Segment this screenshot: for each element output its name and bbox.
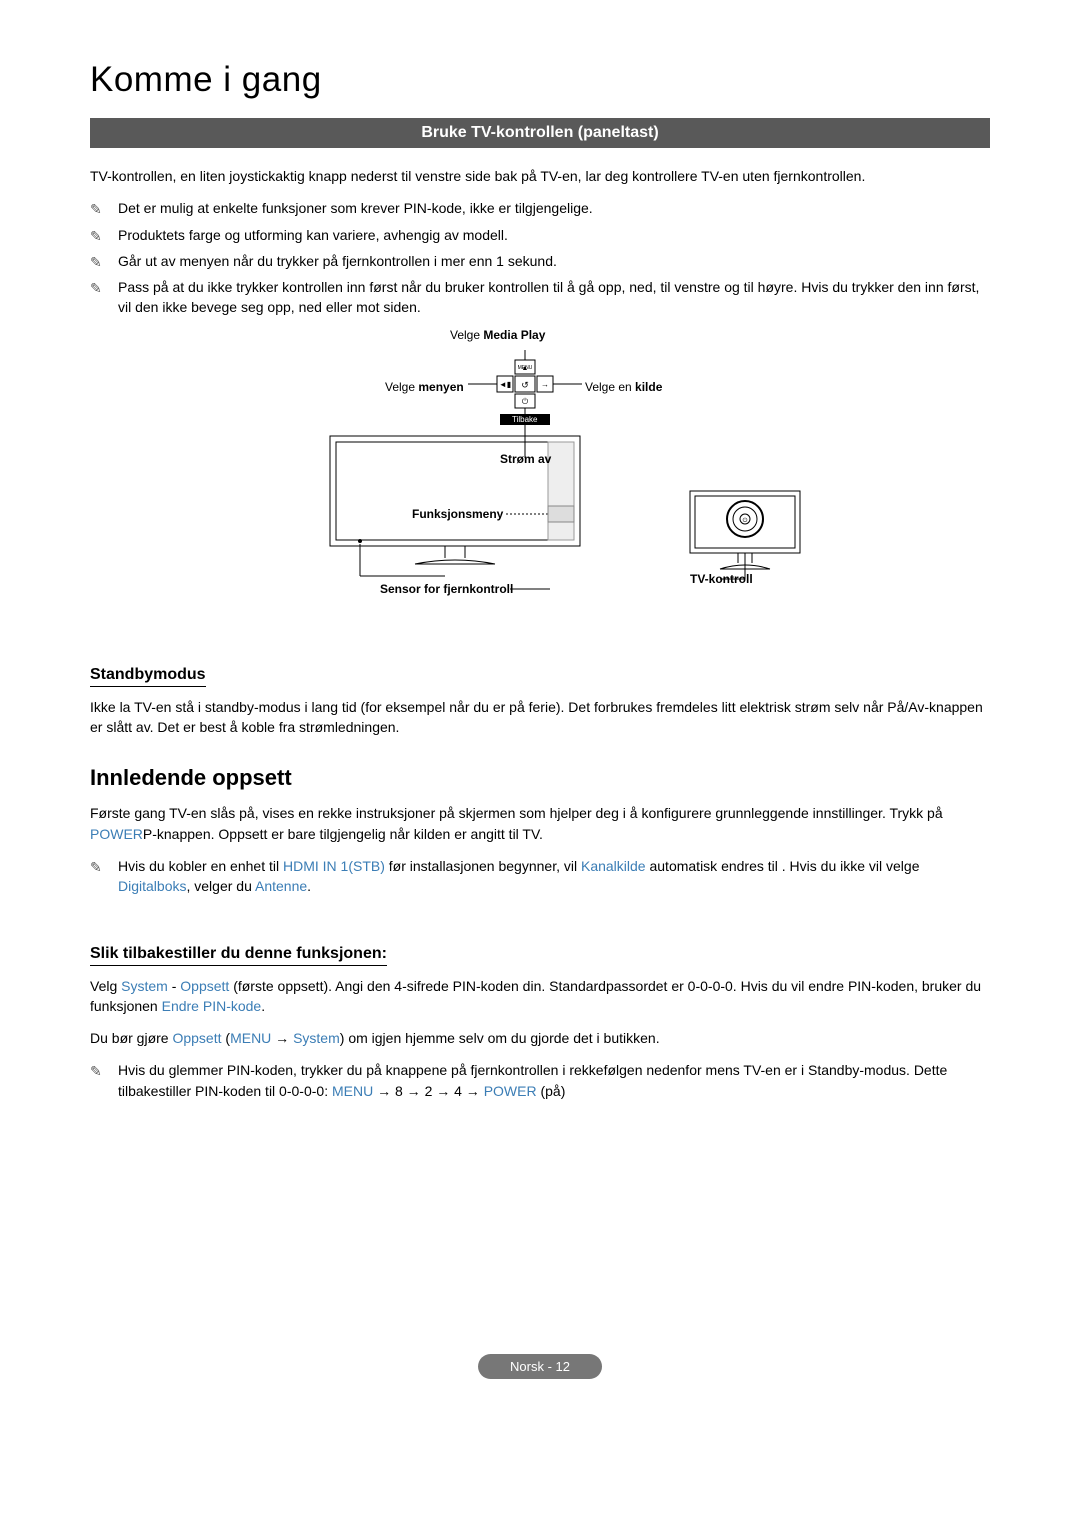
label-bold: menyen	[418, 380, 463, 394]
text: → 8 → 2 → 4 →	[373, 1083, 483, 1099]
reset-p1: Velg System - Oppsett (første oppsett). …	[90, 976, 990, 1017]
text: Velg	[90, 978, 121, 994]
text: -knappen. Oppsett er bare tilgjengelig n…	[152, 826, 543, 842]
note-icon: ✎	[90, 199, 102, 219]
note-text: Går ut av menyen når du trykker på fjern…	[118, 253, 557, 269]
note-item: ✎ Hvis du glemmer PIN-koden, trykker du …	[90, 1060, 990, 1101]
text: Første gang TV-en slås på, vises en rekk…	[90, 805, 943, 821]
note-item: ✎ Produktets farge og utforming kan varie…	[90, 225, 990, 245]
intro-paragraph: TV-kontrollen, en liten joystickaktig kn…	[90, 166, 990, 186]
initial-setup-p1: Første gang TV-en slås på, vises en rekk…	[90, 803, 990, 844]
link-text: POWER	[90, 826, 143, 842]
link-text: Endre PIN-kode	[162, 998, 262, 1014]
label-function-menu: Funksjonsmeny	[412, 507, 503, 521]
note-text: Det er mulig at enkelte funksjoner som k…	[118, 200, 593, 216]
label-tv-controller: TV-kontroll	[690, 572, 753, 586]
svg-text:⏻: ⏻	[522, 397, 529, 406]
reset-heading: Slik tilbakestiller du denne funksjonen:	[90, 945, 387, 966]
text: -	[168, 978, 180, 994]
label-remote-sensor: Sensor for fjernkontroll	[380, 582, 513, 596]
text: .	[261, 998, 265, 1014]
tv-controller-svg: ⏻	[690, 491, 820, 581]
text: Du bør gjøre	[90, 1030, 172, 1046]
label-media-play: Velge Media Play	[450, 328, 545, 342]
note-text: Pass på at du ikke trykker kontrollen in…	[118, 279, 979, 315]
svg-text:↺: ↺	[521, 380, 529, 390]
notes-top: ✎ Det er mulig at enkelte funksjoner som …	[90, 198, 990, 317]
text: ) om igjen hjemme selv om du gjorde det …	[340, 1030, 660, 1046]
note-icon: ✎	[90, 857, 102, 877]
link-text: Digitalboks	[118, 878, 186, 894]
page-root: Komme i gang Bruke TV-kontrollen (panelt…	[0, 0, 1080, 1419]
header-bar: Bruke TV-kontrollen (paneltast)	[90, 118, 990, 148]
link-text: Antenne	[255, 878, 307, 894]
note-icon: ✎	[90, 278, 102, 298]
link-text: POWER	[484, 1083, 537, 1099]
link-text: MENU	[332, 1083, 373, 1099]
label-power-off: Strøm av	[500, 452, 551, 466]
initial-setup-heading: Innledende oppsett	[90, 765, 990, 791]
link-text: MENU	[230, 1030, 271, 1046]
note-item: ✎ Hvis du kobler en enhet til HDMI IN 1(…	[90, 856, 990, 897]
svg-text:◄▮: ◄▮	[499, 380, 511, 389]
link-text: System	[293, 1030, 340, 1046]
section-title: Komme i gang	[90, 60, 990, 100]
link-text: Oppsett	[180, 978, 229, 994]
note-item: ✎ Det er mulig at enkelte funksjoner som …	[90, 198, 990, 218]
label-source: Velge en kilde	[585, 380, 662, 394]
svg-text:⏻: ⏻	[743, 517, 748, 524]
note-icon: ✎	[90, 226, 102, 246]
note-item: ✎ Går ut av menyen når du trykker på fjer…	[90, 251, 990, 271]
diagram: Velge Media Play Velge menyen Velge en k…	[200, 336, 880, 596]
note-item: ✎ Pass på at du ikke trykker kontrollen i…	[90, 277, 990, 318]
label-bold: kilde	[635, 380, 662, 394]
label-prefix: Velge en	[585, 380, 635, 394]
reset-p2: Du bør gjøre Oppsett (MENU → System) om …	[90, 1028, 990, 1048]
label-bold: Media Play	[483, 328, 545, 342]
text: (	[222, 1030, 231, 1046]
text: (på)	[537, 1083, 566, 1099]
text: før installasjonen begynner, vil	[385, 858, 581, 874]
label-prefix: Velge	[385, 380, 418, 394]
page-footer: Norsk - 12	[478, 1354, 602, 1379]
note-text: Produktets farge og utforming kan varier…	[118, 227, 508, 243]
reset-notes: ✎ Hvis du glemmer PIN-koden, trykker du …	[90, 1060, 990, 1101]
link-text: HDMI IN 1(STB)	[283, 858, 385, 874]
text: , velger du	[186, 878, 255, 894]
label-back: Tilbake	[500, 414, 550, 425]
text: Hvis du kobler en enhet til	[118, 858, 283, 874]
standby-text: Ikke la TV-en stå i standby-modus i lang…	[90, 697, 990, 738]
link-text: System	[121, 978, 168, 994]
note-icon: ✎	[90, 1061, 102, 1081]
label-menu: Velge menyen	[385, 380, 464, 394]
link-text: Kanalkilde	[581, 858, 646, 874]
text: →	[271, 1030, 293, 1046]
svg-text:→: →	[541, 380, 549, 389]
text: automatisk endres til . Hvis du ikke vil…	[646, 858, 920, 874]
svg-text:MENU: MENU	[518, 365, 533, 371]
standby-heading: Standbymodus	[90, 666, 206, 687]
link-text: Oppsett	[172, 1030, 221, 1046]
text: .	[307, 878, 311, 894]
label-prefix: Velge	[450, 328, 483, 342]
text: P	[143, 826, 152, 842]
initial-setup-notes: ✎ Hvis du kobler en enhet til HDMI IN 1(…	[90, 856, 990, 897]
note-icon: ✎	[90, 252, 102, 272]
